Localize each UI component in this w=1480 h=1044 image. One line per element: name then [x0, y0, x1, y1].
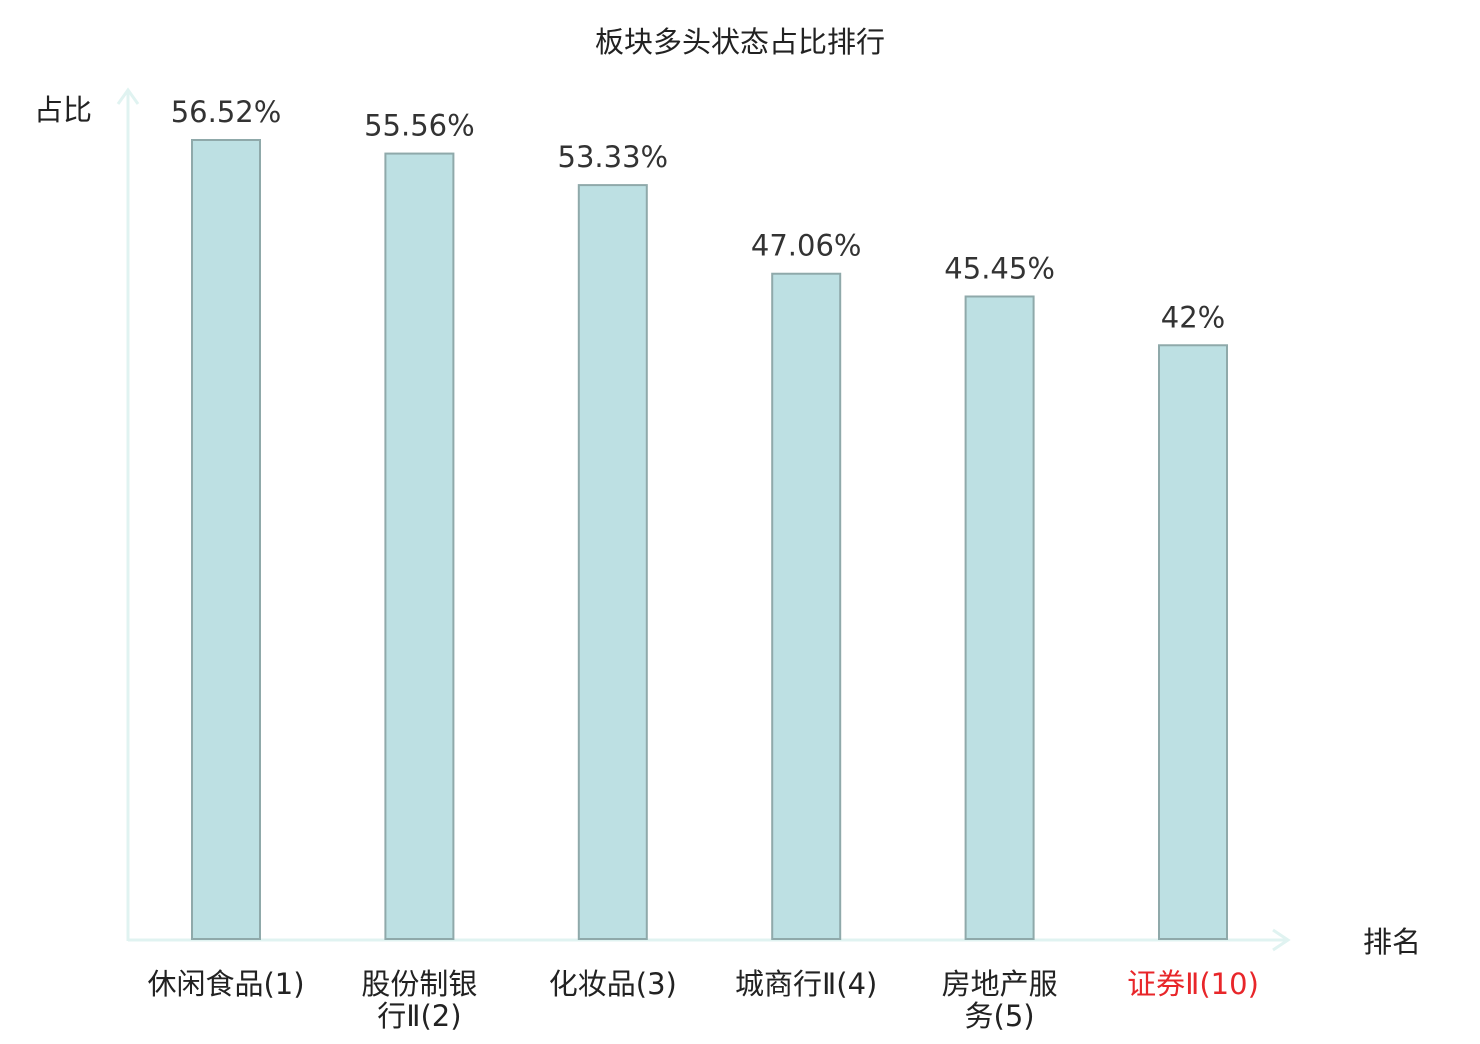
x-axis-label: 排名	[1363, 925, 1421, 959]
tick-label: 股份制银	[361, 967, 477, 1001]
tick-label: 化妆品(3)	[549, 967, 677, 1001]
bar	[191, 139, 261, 940]
bar	[1158, 344, 1228, 941]
bar	[384, 152, 455, 941]
tick-label: 行Ⅱ(2)	[377, 999, 461, 1033]
tick-label: 房地产服	[942, 967, 1058, 1001]
y-axis-label: 占比	[34, 93, 92, 127]
data-label: 47.06%	[751, 229, 862, 263]
axes	[116, 87, 1291, 952]
bars-group	[191, 139, 1228, 941]
bar	[577, 184, 648, 941]
bar	[771, 272, 842, 940]
tick-label: 证券Ⅱ(10)	[1127, 967, 1259, 1001]
data-label: 55.56%	[364, 109, 475, 143]
tick-label: 休闲食品(1)	[147, 967, 304, 1001]
data-label: 45.45%	[944, 251, 1055, 285]
x-axis-arrow	[1272, 928, 1291, 952]
data-label: 42%	[1161, 300, 1225, 334]
tick-label: 城商行Ⅱ(4)	[735, 967, 877, 1001]
tick-label: 务(5)	[965, 999, 1035, 1033]
data-label: 56.52%	[171, 95, 282, 129]
chart-title: 板块多头状态占比排行	[595, 25, 885, 59]
value-labels-group: 56.52% 55.56% 53.33% 47.06% 45.45% 42%	[171, 95, 1226, 334]
data-label: 53.33%	[558, 140, 669, 174]
bar	[964, 295, 1035, 940]
y-axis-arrow	[116, 87, 140, 105]
